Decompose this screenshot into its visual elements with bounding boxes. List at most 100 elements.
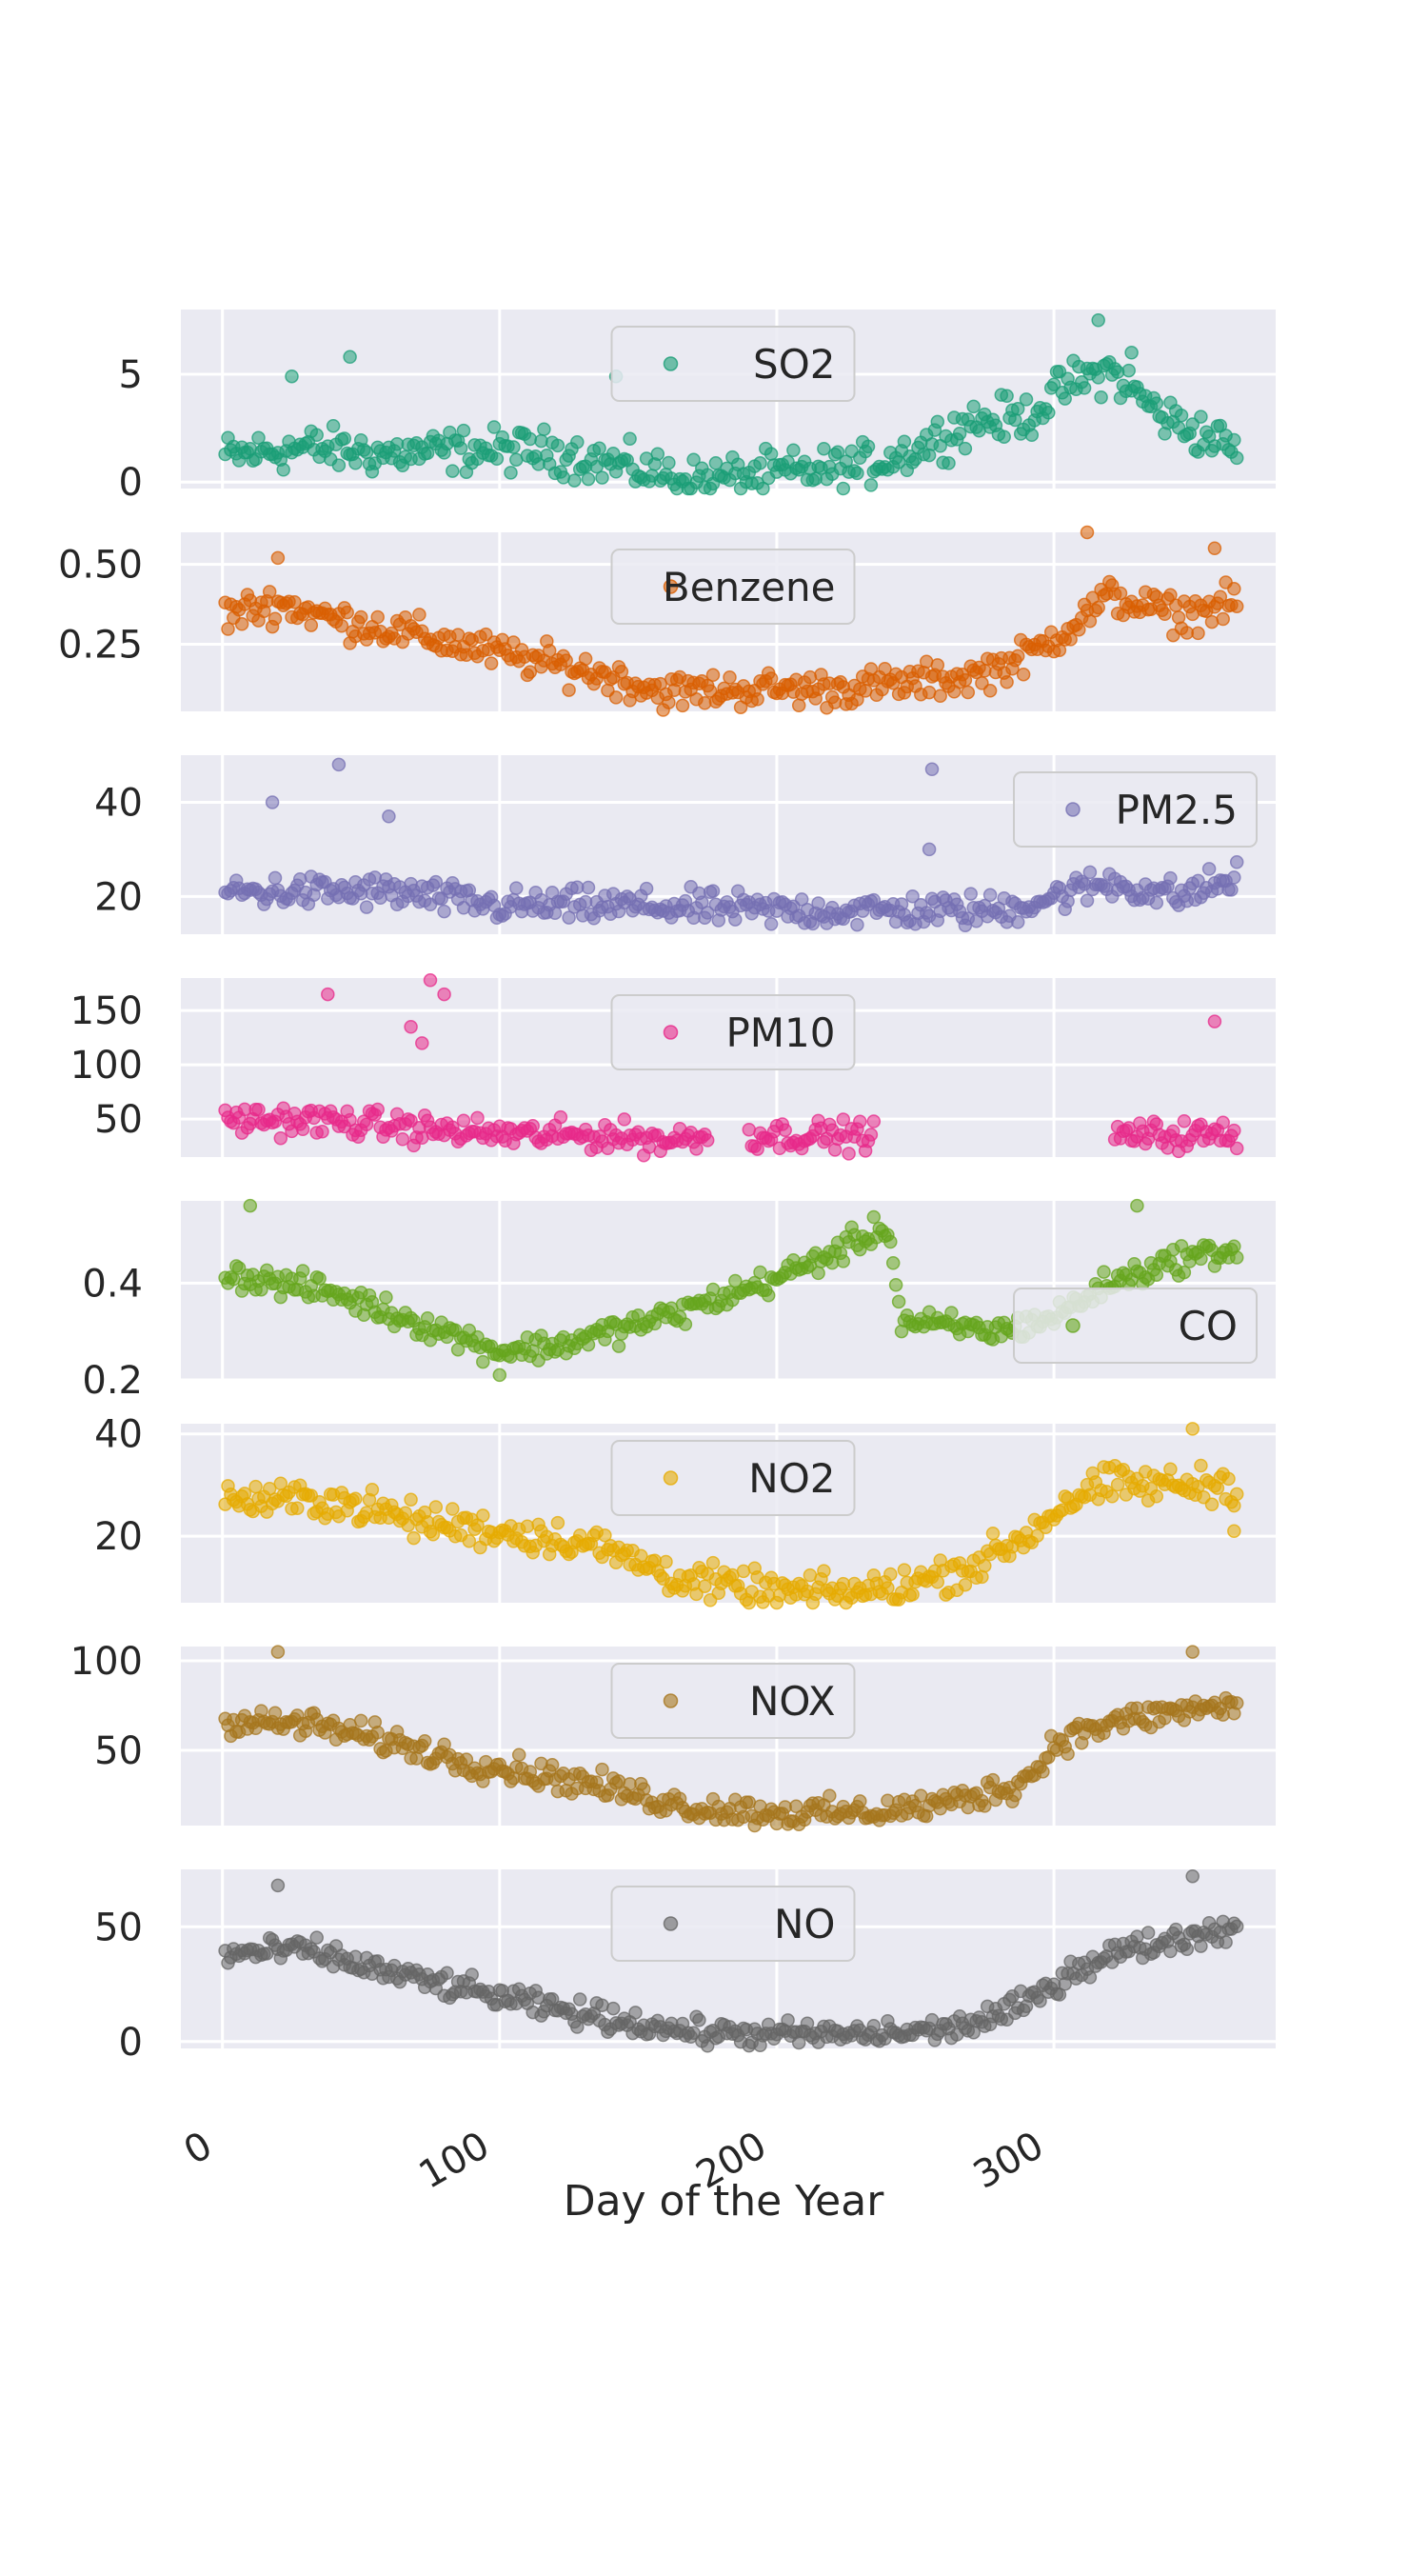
data-point <box>985 1772 1001 1787</box>
data-point <box>417 1733 432 1748</box>
data-point <box>750 692 764 707</box>
data-point <box>791 2035 806 2050</box>
data-point <box>944 1306 959 1320</box>
data-point <box>511 1747 526 1762</box>
data-point <box>692 2012 706 2027</box>
data-point <box>426 1528 441 1542</box>
data-point <box>234 617 249 631</box>
data-point <box>924 762 940 777</box>
y-tick-label: 40 <box>94 781 143 825</box>
data-point <box>1082 1970 1098 1985</box>
series-nox-points <box>218 1645 1244 1833</box>
x-tick-label: 300 <box>966 2124 1051 2198</box>
data-point <box>623 431 637 446</box>
legend: SO2 <box>610 326 856 402</box>
data-point <box>905 1588 920 1602</box>
data-point <box>1221 1471 1236 1487</box>
data-point <box>978 1558 992 1573</box>
legend: NO <box>610 1886 856 1962</box>
data-point <box>930 414 945 429</box>
data-point <box>778 1123 792 1137</box>
data-point <box>1229 855 1244 869</box>
data-point <box>705 668 721 683</box>
data-point <box>662 695 676 709</box>
panel-so2: 0 5 SO2 <box>119 310 1276 505</box>
data-point <box>437 1737 451 1751</box>
legend-label: CO <box>1179 1303 1238 1349</box>
data-point <box>486 420 502 434</box>
data-point <box>1224 883 1239 897</box>
data-point <box>288 594 302 609</box>
y-tick-label: 100 <box>70 1640 143 1684</box>
data-point <box>1229 1919 1244 1934</box>
x-tick-label: 100 <box>412 2124 497 2198</box>
data-point <box>476 1354 490 1369</box>
data-point <box>1219 1935 1233 1949</box>
legend-label: NO2 <box>748 1455 835 1502</box>
data-point <box>1229 1696 1244 1710</box>
data-point <box>534 433 548 449</box>
y-tick-label: 40 <box>94 1413 143 1457</box>
data-point <box>570 2020 585 2034</box>
data-point <box>1008 1787 1022 1803</box>
legend-label: Benzene <box>663 564 836 610</box>
data-point <box>1177 1113 1192 1128</box>
data-point <box>662 455 676 470</box>
data-point <box>295 1122 310 1137</box>
data-point <box>617 1112 632 1127</box>
data-point <box>764 447 779 461</box>
data-point <box>883 1234 898 1249</box>
legend-box <box>1013 771 1258 848</box>
data-point <box>428 874 444 889</box>
data-point <box>997 429 1011 444</box>
data-point <box>592 441 606 456</box>
data-point <box>1174 408 1189 423</box>
data-point <box>723 670 737 685</box>
y-tick-label: 150 <box>70 989 143 1033</box>
data-point <box>1010 649 1025 664</box>
data-point <box>885 1256 901 1270</box>
series-pm25-points <box>218 757 1244 933</box>
data-point <box>270 1878 286 1893</box>
legend-box <box>610 326 856 402</box>
data-point <box>636 1782 651 1796</box>
y-tick-label: 0.4 <box>82 1262 143 1306</box>
data-point <box>897 1563 912 1577</box>
legend-box <box>610 1886 856 1962</box>
data-point <box>922 448 937 463</box>
data-point <box>581 471 596 487</box>
data-point <box>243 1198 258 1213</box>
data-point <box>1185 1422 1200 1436</box>
data-point <box>1091 313 1105 328</box>
data-point <box>273 1130 288 1146</box>
data-point <box>958 1577 973 1592</box>
data-point <box>1033 1993 1047 2008</box>
data-point <box>1185 1645 1200 1659</box>
legend-marker <box>663 1693 679 1708</box>
data-point <box>1061 894 1075 909</box>
panel-benzene: 0.25 0.50 Benzene <box>58 525 1276 717</box>
data-point <box>1019 392 1034 407</box>
data-point <box>1216 611 1230 627</box>
data-point <box>781 2013 795 2027</box>
data-point <box>456 423 471 438</box>
legend-marker <box>663 1470 679 1486</box>
data-point <box>359 900 374 914</box>
data-point <box>562 683 576 697</box>
x-axis-label: Day of the Year <box>564 2177 885 2226</box>
data-point <box>817 441 831 456</box>
data-point <box>1061 1747 1075 1761</box>
y-tick-label: 100 <box>70 1044 143 1088</box>
data-point <box>550 1515 565 1530</box>
data-point <box>736 1564 751 1579</box>
data-point <box>1185 1868 1200 1884</box>
data-point <box>326 418 341 433</box>
data-point <box>479 627 493 642</box>
legend-marker <box>663 579 679 594</box>
data-point <box>830 445 845 459</box>
data-point <box>1000 674 1014 689</box>
data-point <box>276 463 290 477</box>
data-point <box>542 644 557 658</box>
data-point <box>295 1264 310 1278</box>
